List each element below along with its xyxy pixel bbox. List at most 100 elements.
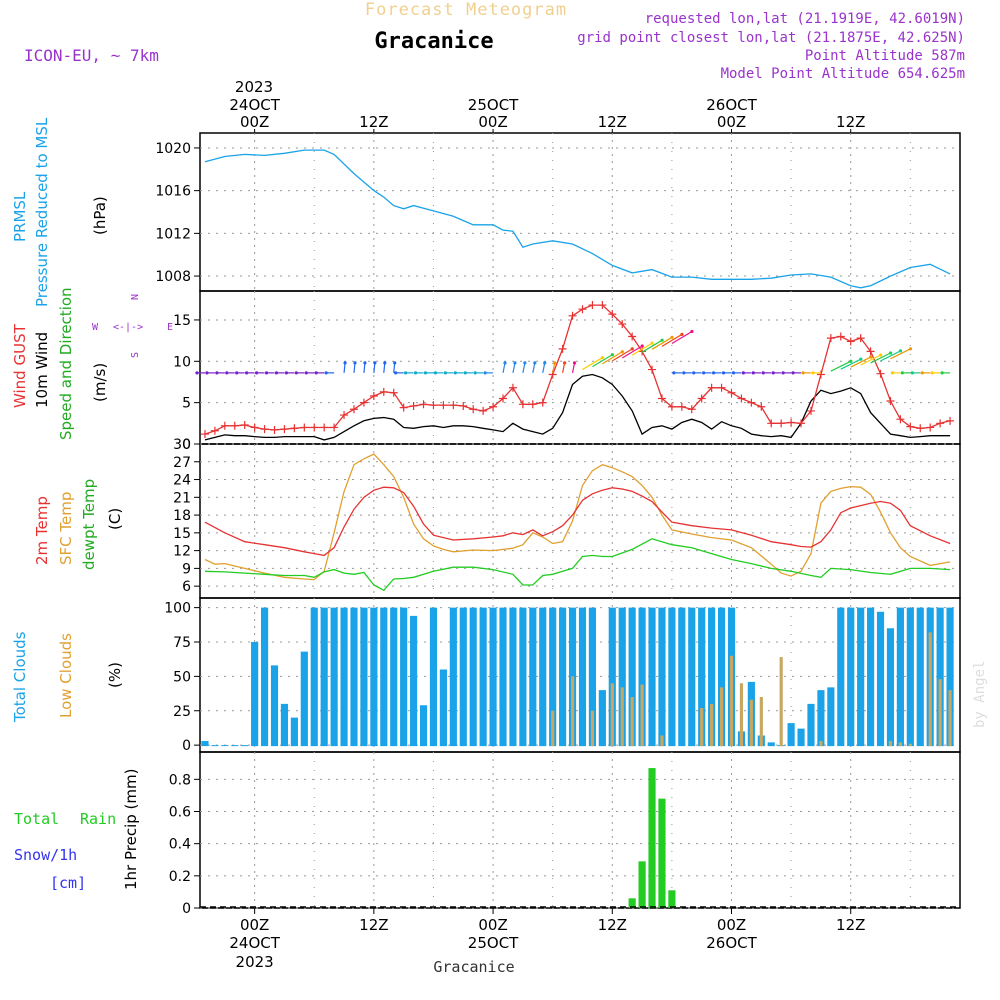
wind-arrow-head — [731, 371, 736, 375]
y-tick-label: 9 — [182, 561, 191, 577]
bottom-hour-label: 00Z — [240, 916, 269, 934]
y-tick-label: 30 — [173, 437, 191, 453]
cloud-low-bar — [739, 683, 744, 747]
y-tick-label: 1008 — [155, 269, 191, 285]
wind-arrow-head — [920, 371, 924, 375]
gust-marker — [260, 425, 269, 434]
wind-arrow-head — [284, 371, 288, 375]
compass-n: N — [130, 294, 141, 300]
cloud-total-bar — [519, 607, 527, 747]
wind-arrow-head — [900, 371, 904, 375]
gust-marker — [667, 402, 676, 411]
gust-marker — [737, 394, 746, 403]
pressure-title-1: PRMSL — [11, 191, 29, 242]
wind-arrow-head — [692, 371, 696, 375]
y-tick-label: 6 — [182, 579, 191, 595]
compass-rose: N S W E <-|-> — [92, 294, 173, 358]
bottom-year-label: 2023 — [236, 953, 274, 971]
top-hour-label: 12Z — [836, 113, 865, 131]
gust-marker — [369, 392, 378, 401]
wind-arrow-head — [413, 371, 418, 375]
wind-arrow-head — [254, 371, 259, 375]
cloud-total-bar — [876, 611, 885, 747]
cloud-total-bar — [817, 690, 825, 747]
gust-marker — [240, 420, 249, 429]
cloud-total-bar — [539, 607, 547, 747]
wind-arrow — [860, 354, 881, 366]
wind-arrow — [671, 331, 693, 345]
gust-marker — [687, 405, 696, 414]
y-tick-label: 15 — [173, 313, 191, 329]
wind-arrow-head — [741, 371, 745, 375]
cloud-total-bar — [499, 607, 507, 747]
wind-arrow-head — [225, 371, 229, 375]
y-tick-label: 27 — [173, 455, 191, 471]
y-tick-label: 12 — [173, 544, 191, 560]
top-hour-label: 00Z — [717, 113, 746, 131]
wind-arrow-head — [453, 371, 457, 375]
gust-marker — [439, 401, 448, 410]
wind-arrow-head — [215, 371, 219, 375]
cloud-low-bar — [551, 710, 555, 747]
wind-arrow-head — [650, 341, 654, 345]
cloud-total-bar — [658, 607, 666, 747]
cloud-total-bar — [767, 742, 775, 747]
compass-s: S — [130, 352, 141, 358]
y-tick-label: 1016 — [155, 184, 191, 200]
product-title: Forecast Meteogram — [365, 0, 567, 20]
cloud-total-bar — [797, 728, 805, 747]
compass-arrows: <-|-> — [113, 322, 143, 333]
gust-marker — [320, 423, 329, 432]
wind-arrow-head — [751, 371, 755, 375]
wind-arrow-head — [869, 355, 873, 359]
bottom-hour-label: 00Z — [478, 916, 507, 934]
gust-marker — [349, 405, 358, 414]
cloud-total-bar — [429, 607, 438, 747]
requested-coords: requested lon,lat (21.1919E, 42.6019N) — [645, 11, 965, 27]
wind-arrow-head — [543, 361, 547, 365]
y-tick-label: 15 — [173, 526, 191, 542]
wind-arrow — [850, 356, 871, 368]
wind-arrow-head — [383, 361, 387, 365]
gust-marker — [508, 383, 517, 392]
cloud-low-bar — [620, 687, 624, 747]
rain-bar — [648, 768, 656, 908]
wind-arrow — [621, 345, 643, 359]
wind-arrow — [532, 362, 536, 373]
precip-title-2: Snow/1h — [14, 846, 77, 864]
wind-arrow — [522, 362, 526, 373]
wind-arrow — [830, 360, 852, 372]
gust-marker — [697, 394, 706, 403]
wind-arrow-head — [630, 347, 634, 351]
wind-arrow-head — [463, 371, 467, 375]
wind-arrow-head — [353, 361, 357, 365]
wind-arrow — [592, 354, 613, 368]
gust-marker — [747, 398, 756, 407]
temp-title-1: 2m Temp — [33, 496, 51, 565]
wind-arrow-head — [771, 371, 775, 375]
cloud-total-bar — [787, 723, 795, 747]
cloud-total-bar — [509, 607, 517, 747]
cloud-total-bar — [588, 607, 596, 747]
cloud-total-bar — [270, 665, 279, 747]
wind-arrow-head — [940, 371, 944, 375]
wind-arrow-head — [888, 351, 893, 355]
wind-arrow — [611, 348, 633, 362]
cloud-low-bar — [700, 708, 704, 747]
gust-marker — [528, 400, 537, 409]
pressure-line — [204, 149, 951, 289]
y-tick-label: 0.4 — [169, 837, 191, 853]
bottom-hour-label: 12Z — [836, 916, 865, 934]
cloud-total-bar — [340, 607, 348, 747]
wind-arrow-head — [600, 355, 605, 360]
gust-marker — [250, 423, 259, 432]
cloud-low-bar — [888, 741, 893, 747]
wind-arrow-head — [373, 361, 377, 365]
cloud-low-bar — [749, 699, 753, 747]
y-tick-label: 21 — [173, 490, 191, 506]
gust-marker — [787, 418, 796, 427]
cloud-total-bar — [390, 607, 398, 747]
wind-arrow-head — [890, 371, 894, 375]
wind-arrow-head — [403, 371, 408, 375]
cloud-total-bar — [688, 607, 696, 747]
